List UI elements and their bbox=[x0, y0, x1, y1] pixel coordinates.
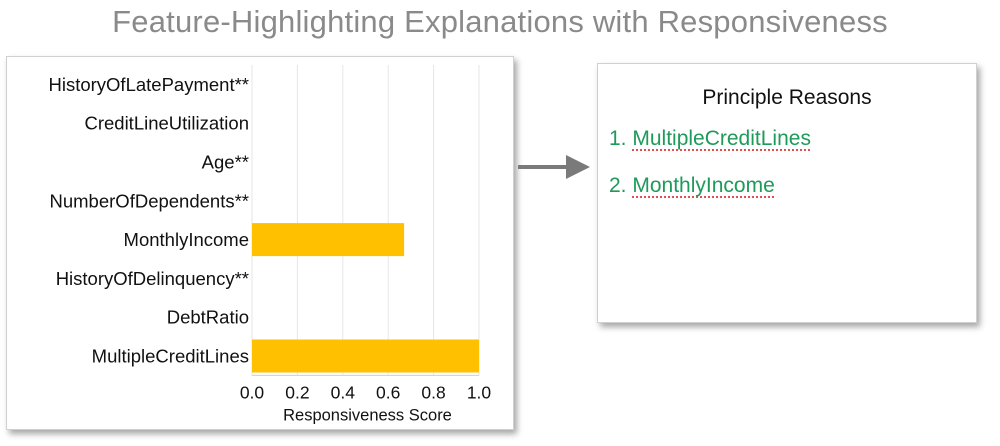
arrow-right-icon bbox=[518, 155, 590, 179]
x-tick-label: 0.0 bbox=[240, 382, 265, 402]
category-label: CreditLineUtilization bbox=[84, 113, 249, 134]
reason-item: 1. MultipleCreditLines bbox=[609, 127, 811, 151]
reason-number: 1. bbox=[609, 127, 627, 150]
reasons-title: Principle Reasons bbox=[702, 86, 872, 109]
category-label: HistoryOfDelinquency** bbox=[56, 268, 249, 289]
category-label: MultipleCreditLines bbox=[92, 346, 249, 367]
x-axis-title: Responsiveness Score bbox=[283, 406, 452, 424]
reason-text: MonthlyIncome bbox=[632, 174, 775, 197]
reason-number: 2. bbox=[609, 174, 627, 197]
category-label: NumberOfDependents** bbox=[50, 190, 250, 211]
figure-title: Feature-Highlighting Explanations with R… bbox=[112, 4, 888, 39]
category-label: Age** bbox=[202, 152, 249, 173]
responsiveness-bar-chart: HistoryOfLatePayment** CreditLineUtilizat… bbox=[48, 65, 492, 424]
reason-text: MultipleCreditLines bbox=[632, 127, 811, 150]
x-tick-label: 1.0 bbox=[467, 382, 492, 402]
reason-item: 2. MonthlyIncome bbox=[609, 174, 775, 198]
category-label: DebtRatio bbox=[167, 307, 249, 328]
bar bbox=[252, 223, 405, 257]
x-tick-label: 0.2 bbox=[285, 382, 309, 402]
principle-reasons-panel: Principle Reasons 1. MultipleCreditLines… bbox=[597, 63, 977, 323]
x-tick-label: 0.4 bbox=[331, 382, 356, 402]
x-tick-label: 0.8 bbox=[421, 382, 445, 402]
chart-panel: HistoryOfLatePayment** CreditLineUtilizat… bbox=[6, 56, 514, 430]
x-tick-label: 0.6 bbox=[376, 382, 400, 402]
category-label: HistoryOfLatePayment** bbox=[48, 74, 249, 95]
bar bbox=[252, 339, 479, 373]
category-label: MonthlyIncome bbox=[124, 229, 249, 250]
